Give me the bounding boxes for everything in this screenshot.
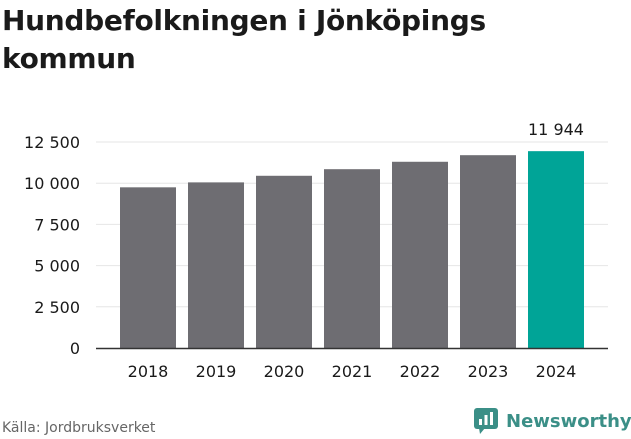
bar [528,151,584,348]
bar [256,175,312,348]
x-tick-label: 2019 [196,362,237,381]
newsworthy-logo: Newsworthy [474,408,631,434]
bar-chart-bubble-icon [474,408,498,434]
x-tick-label: 2023 [468,362,509,381]
x-tick-label: 2024 [536,362,577,381]
y-tick-label: 5 000 [34,257,80,276]
y-tick-label: 7 500 [34,215,80,234]
y-tick-label: 0 [70,339,80,358]
bar [392,161,448,348]
brand-name: Newsworthy [506,410,631,432]
x-tick-label: 2021 [332,362,373,381]
bar-chart: 0 2 500 5 000 7 500 10 000 12 500 2018 2019 2020… [24,120,608,381]
x-tick-label: 2022 [400,362,441,381]
source-note: Källa: Jordbruksverket [2,420,156,436]
y-tick-label: 2 500 [34,298,80,317]
chart-title: Hundbefolkningen i Jönköpings kommun [2,4,486,75]
x-tick-label: 2020 [264,362,305,381]
bar [188,182,244,348]
bar [120,187,176,348]
y-tick-label: 10 000 [24,174,80,193]
data-label: 11 944 [528,120,584,139]
x-tick-label: 2018 [128,362,169,381]
y-tick-label: 12 500 [24,133,80,152]
bar [460,155,516,348]
bar [324,169,380,348]
